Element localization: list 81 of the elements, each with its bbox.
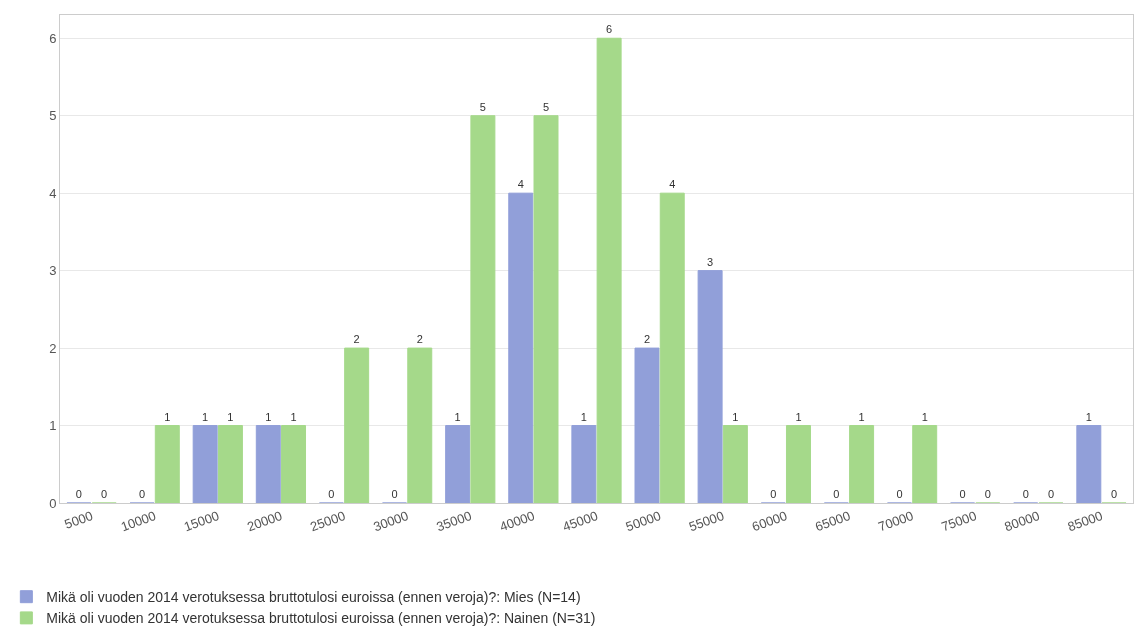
x-tick-label: 55000 bbox=[686, 507, 726, 535]
data-label: 1 bbox=[227, 410, 234, 423]
bar bbox=[407, 347, 433, 503]
y-tick-label: 0 bbox=[49, 495, 57, 511]
data-label: 0 bbox=[1022, 488, 1029, 500]
bar bbox=[281, 425, 307, 503]
data-label: 4 bbox=[669, 178, 676, 191]
bar bbox=[508, 192, 534, 503]
bar bbox=[217, 425, 243, 503]
x-tick-label: 75000 bbox=[939, 507, 979, 535]
bar bbox=[255, 425, 281, 503]
bar bbox=[697, 270, 723, 503]
x-tick-label: 85000 bbox=[1065, 507, 1105, 535]
bar bbox=[722, 425, 748, 503]
bar bbox=[634, 347, 660, 503]
bar bbox=[849, 425, 875, 503]
legend-label: Mikä oli vuoden 2014 verotuksessa bruttotulosi euroissa (ennen veroja)?: Nainen (N=31) bbox=[46, 610, 596, 627]
data-label: 1 bbox=[921, 410, 928, 423]
data-label: 1 bbox=[454, 410, 461, 423]
data-label: 1 bbox=[265, 410, 272, 423]
data-label: 1 bbox=[858, 410, 865, 423]
data-label: 1 bbox=[732, 410, 739, 423]
bar bbox=[344, 347, 370, 503]
y-tick-label: 4 bbox=[49, 185, 57, 201]
bar bbox=[470, 115, 496, 503]
data-label: 3 bbox=[707, 255, 714, 268]
data-label: 4 bbox=[517, 178, 524, 191]
data-label: 1 bbox=[164, 410, 171, 423]
data-label: 0 bbox=[959, 488, 966, 500]
data-label: 0 bbox=[391, 488, 398, 500]
x-tick-label: 80000 bbox=[1002, 507, 1042, 535]
bar bbox=[596, 37, 622, 503]
data-label: 0 bbox=[1111, 488, 1118, 500]
data-label: 0 bbox=[833, 488, 840, 500]
bar bbox=[1076, 425, 1102, 503]
legend-label: Mikä oli vuoden 2014 verotuksessa bruttotulosi euroissa (ennen veroja)?: Mies (N=14) bbox=[46, 589, 581, 606]
data-label: 0 bbox=[984, 488, 991, 500]
bar bbox=[192, 425, 218, 503]
data-label: 1 bbox=[202, 410, 209, 423]
x-tick-label: 50000 bbox=[623, 507, 663, 535]
x-tick-label: 25000 bbox=[308, 507, 348, 535]
data-label: 0 bbox=[328, 488, 335, 500]
x-tick-label: 10000 bbox=[118, 507, 158, 535]
y-tick-label: 5 bbox=[49, 108, 57, 124]
y-tick-label: 2 bbox=[49, 340, 57, 356]
bar bbox=[154, 425, 180, 503]
bar bbox=[912, 425, 938, 503]
data-label: 1 bbox=[290, 410, 297, 423]
data-label: 1 bbox=[1085, 410, 1092, 423]
data-label: 0 bbox=[75, 488, 82, 500]
bar bbox=[445, 425, 471, 503]
x-tick-label: 60000 bbox=[749, 507, 790, 535]
x-tick-label: 65000 bbox=[813, 507, 853, 535]
data-label: 2 bbox=[416, 333, 423, 346]
data-label: 2 bbox=[643, 333, 651, 346]
x-tick-label: 20000 bbox=[245, 507, 285, 535]
data-label: 0 bbox=[101, 488, 108, 500]
x-tick-label: 35000 bbox=[434, 507, 474, 535]
x-tick-label: 30000 bbox=[371, 507, 411, 535]
bar bbox=[571, 425, 597, 503]
bar bbox=[533, 115, 559, 503]
data-label: 1 bbox=[580, 410, 587, 423]
data-label: 0 bbox=[1047, 488, 1055, 500]
y-tick-label: 3 bbox=[49, 263, 57, 279]
data-label: 2 bbox=[353, 333, 360, 346]
x-tick-label: 5000 bbox=[62, 507, 95, 532]
x-tick-label: 45000 bbox=[560, 507, 600, 535]
y-tick-label: 1 bbox=[49, 418, 57, 434]
bar bbox=[785, 425, 811, 503]
data-label: 0 bbox=[770, 488, 777, 500]
y-tick-label: 6 bbox=[49, 30, 57, 46]
data-label: 6 bbox=[606, 23, 613, 36]
x-tick-label: 15000 bbox=[181, 507, 222, 535]
x-tick-label: 40000 bbox=[497, 507, 537, 535]
data-label: 5 bbox=[542, 100, 550, 113]
data-label: 0 bbox=[896, 488, 903, 500]
data-label: 5 bbox=[479, 100, 486, 113]
bar bbox=[659, 192, 685, 503]
x-tick-label: 70000 bbox=[876, 507, 916, 535]
data-label: 1 bbox=[795, 410, 802, 423]
data-label: 0 bbox=[138, 488, 146, 500]
